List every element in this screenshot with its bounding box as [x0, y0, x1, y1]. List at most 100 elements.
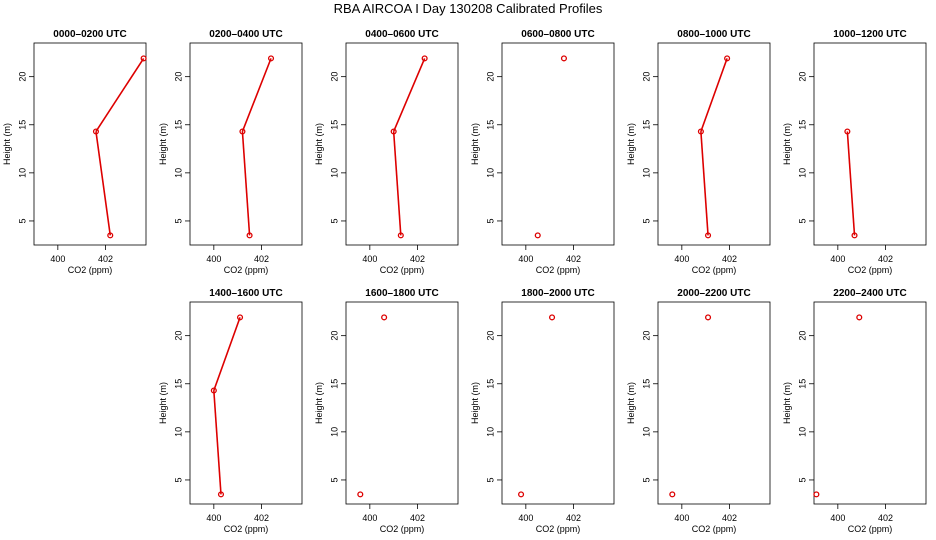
- x-tick-label: 400: [206, 254, 221, 264]
- profile-segment: [95, 57, 145, 132]
- data-point: [107, 232, 114, 239]
- y-tick-label: 5: [17, 218, 27, 223]
- y-tick-label: 15: [173, 120, 183, 130]
- x-tick-label: 400: [518, 254, 533, 264]
- x-tick-label: 400: [674, 513, 689, 523]
- data-point: [217, 491, 225, 498]
- plot-frame: [33, 42, 147, 246]
- y-tick-label: 15: [797, 379, 807, 389]
- plot-frame: [657, 301, 771, 505]
- panel-title: 1400–1600 UTC: [209, 288, 282, 299]
- profile-segment: [700, 58, 728, 132]
- y-tick-label: 5: [797, 477, 807, 482]
- panel-title: 1800–2000 UTC: [521, 288, 594, 299]
- data-point: [397, 232, 404, 239]
- y-tick-label: 20: [173, 331, 183, 341]
- x-tick-label: 402: [410, 513, 425, 523]
- data-point: [669, 491, 676, 498]
- y-tick-label: 5: [485, 218, 495, 223]
- data-point: [421, 55, 428, 62]
- y-axis-label: Height (m): [782, 123, 792, 165]
- data-point: [813, 491, 820, 498]
- y-tick-label: 10: [485, 168, 495, 178]
- y-tick-label: 20: [797, 331, 807, 341]
- x-tick-label: 402: [98, 254, 113, 264]
- panel-title: 0400–0600 UTC: [365, 29, 438, 40]
- x-tick-label: 400: [362, 254, 377, 264]
- y-tick-label: 10: [17, 168, 27, 178]
- data-point: [844, 128, 851, 135]
- y-tick-label: 20: [173, 72, 183, 82]
- plot-frame: [657, 42, 771, 246]
- data-point: [140, 55, 147, 62]
- x-axis-label: CO2 (ppm): [692, 265, 737, 275]
- y-axis-label: Height (m): [782, 382, 792, 424]
- y-tick-label: 5: [173, 218, 183, 223]
- x-tick-label: 400: [206, 513, 221, 523]
- y-axis-label: Height (m): [470, 382, 480, 424]
- plot-frame: [189, 301, 303, 505]
- y-tick-label: 15: [641, 120, 651, 130]
- y-tick-label: 15: [329, 379, 339, 389]
- x-axis-label: CO2 (ppm): [224, 524, 269, 534]
- y-tick-label: 10: [797, 427, 807, 437]
- data-point: [381, 314, 388, 321]
- data-point: [390, 128, 397, 135]
- x-tick-label: 402: [254, 254, 269, 264]
- y-tick-label: 15: [485, 379, 495, 389]
- data-point: [724, 55, 731, 62]
- y-tick-label: 10: [329, 427, 339, 437]
- x-tick-label: 400: [362, 513, 377, 523]
- x-tick-label: 400: [674, 254, 689, 264]
- x-tick-label: 402: [566, 513, 581, 523]
- panel-title: 0200–0400 UTC: [209, 29, 282, 40]
- y-axis-label: Height (m): [158, 382, 168, 424]
- plot-frame: [813, 42, 927, 246]
- x-axis-label: CO2 (ppm): [536, 524, 581, 534]
- x-axis-label: CO2 (ppm): [848, 265, 893, 275]
- y-tick-label: 15: [173, 379, 183, 389]
- y-tick-label: 20: [797, 72, 807, 82]
- x-axis-label: CO2 (ppm): [692, 524, 737, 534]
- data-point: [856, 314, 863, 321]
- x-axis-label: CO2 (ppm): [68, 265, 113, 275]
- y-tick-label: 15: [329, 120, 339, 130]
- y-tick-label: 15: [797, 120, 807, 130]
- y-tick-label: 20: [641, 72, 651, 82]
- profile-segment: [241, 131, 251, 236]
- data-point: [851, 232, 858, 239]
- x-tick-label: 400: [830, 254, 845, 264]
- y-tick-label: 20: [485, 72, 495, 82]
- y-tick-label: 5: [485, 477, 495, 482]
- y-axis-label: Height (m): [314, 123, 324, 165]
- data-point: [239, 128, 246, 135]
- data-point: [92, 128, 100, 135]
- y-tick-label: 10: [641, 427, 651, 437]
- profile-segment: [213, 317, 241, 391]
- panel-title: 0600–0800 UTC: [521, 29, 594, 40]
- plot-frame: [501, 42, 615, 246]
- y-tick-label: 10: [173, 427, 183, 437]
- plot-frame: [813, 301, 927, 505]
- y-tick-label: 10: [797, 168, 807, 178]
- y-tick-label: 5: [641, 477, 651, 482]
- y-tick-label: 10: [173, 168, 183, 178]
- data-point: [267, 55, 275, 62]
- profile-segment: [392, 58, 426, 132]
- plot-frame: [345, 42, 459, 246]
- plot-frame: [345, 301, 459, 505]
- figure-title: RBA AIRCOA I Day 130208 Calibrated Profi…: [333, 1, 603, 16]
- data-point: [697, 128, 704, 135]
- plot-frame: [501, 301, 615, 505]
- data-point: [534, 232, 541, 239]
- y-axis-label: Height (m): [470, 123, 480, 165]
- data-point: [210, 387, 217, 394]
- data-point: [357, 491, 364, 498]
- y-tick-label: 10: [641, 168, 651, 178]
- plot-frame: [189, 42, 303, 246]
- x-tick-label: 402: [878, 513, 893, 523]
- y-tick-label: 20: [17, 72, 27, 82]
- profile-segment: [241, 58, 272, 132]
- panel-title: 2200–2400 UTC: [833, 288, 906, 299]
- y-tick-label: 20: [641, 331, 651, 341]
